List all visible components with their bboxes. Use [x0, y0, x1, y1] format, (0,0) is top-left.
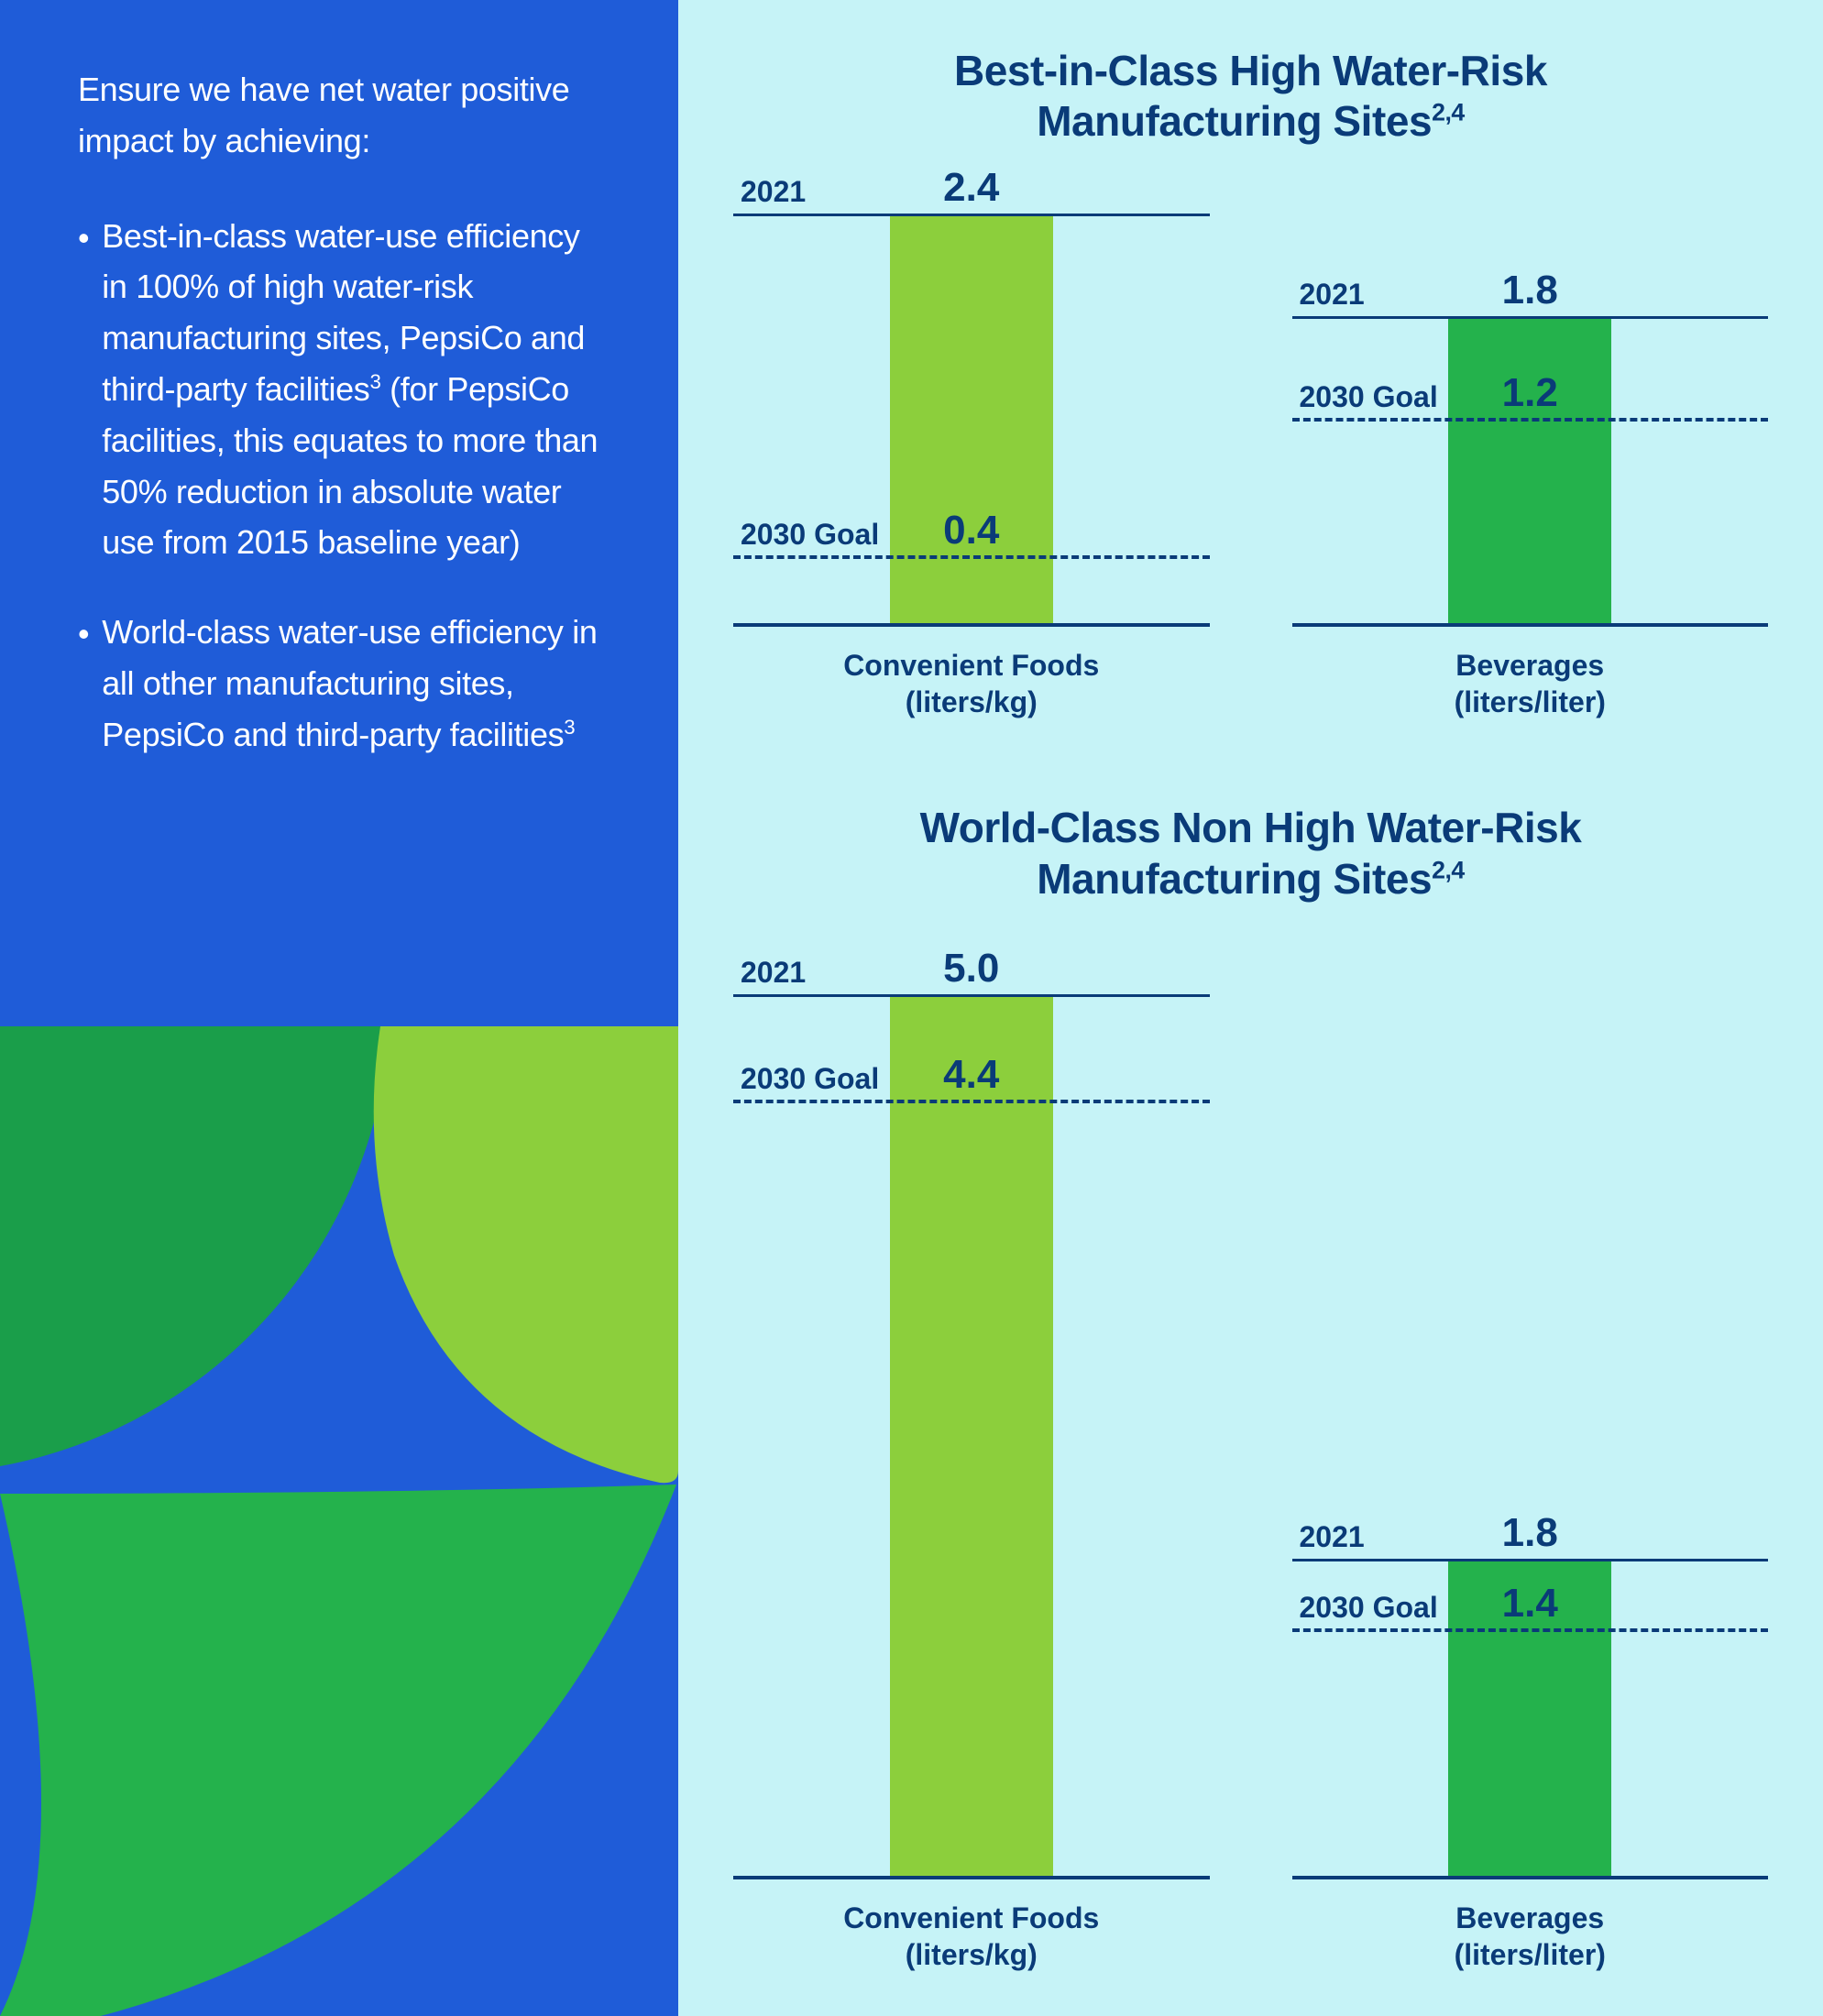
current-value: 1.8 — [1502, 1510, 1558, 1556]
bar-convenient-foods — [890, 216, 1053, 628]
current-year-label: 2021 — [741, 956, 806, 990]
current-value: 2.4 — [943, 165, 999, 211]
section1-title-line2: Manufacturing Sites — [1037, 97, 1432, 145]
goal-year-label: 2030 Goal — [1300, 380, 1438, 414]
section2-title-sup: 2,4 — [1432, 856, 1465, 883]
baseline — [1292, 623, 1769, 627]
goal-year-label: 2030 Goal — [741, 1062, 879, 1096]
axis-label-s2-foods-l1: Convenient Foods — [843, 1901, 1099, 1934]
goal-value: 1.2 — [1502, 370, 1558, 416]
chart-s2-beverages: 2021 1.8 2030 Goal 1.4 Beverages (liters/li… — [1292, 936, 1769, 1973]
axis-label-s1-bev-l2: (liters/liter) — [1455, 685, 1606, 718]
section1-title: Best-in-Class High Water-Risk Manufactur… — [733, 46, 1768, 147]
leaf-pattern-icon — [0, 1026, 678, 2016]
sidebar-bullet-1: • Best-in-class water-use efficiency in … — [78, 211, 600, 569]
goal-value: 4.4 — [943, 1052, 999, 1098]
goal-line — [733, 1100, 1210, 1103]
goal-year-label: 2030 Goal — [741, 518, 879, 552]
current-line — [733, 994, 1210, 997]
axis-label-s1-foods: Convenient Foods (liters/kg) — [733, 647, 1210, 720]
baseline — [733, 623, 1210, 627]
bullet-2-part1: World-class water-use efficiency in all … — [102, 613, 597, 753]
current-year-label: 2021 — [741, 175, 806, 209]
axis-label-s2-foods: Convenient Foods (liters/kg) — [733, 1900, 1210, 1973]
sidebar-bullet-2: • World-class water-use efficiency in al… — [78, 607, 600, 760]
current-line — [1292, 316, 1769, 319]
axis-label-s1-foods-l1: Convenient Foods — [843, 649, 1099, 682]
goal-year-label: 2030 Goal — [1300, 1591, 1438, 1625]
section1-title-sup: 2,4 — [1432, 99, 1465, 126]
current-year-label: 2021 — [1300, 1520, 1365, 1554]
goal-line — [1292, 418, 1769, 422]
section2-title-line1: World-Class Non High Water-Risk — [920, 804, 1582, 851]
chart-s1-beverages: 2021 1.8 2030 Goal 1.2 Beverages (liters/li… — [1292, 178, 1769, 720]
section2-title-line2: Manufacturing Sites — [1037, 855, 1432, 903]
section2-chart-row: 2021 5.0 2030 Goal 4.4 Convenient Foods (li… — [733, 936, 1768, 1973]
goal-value: 1.4 — [1502, 1581, 1558, 1627]
baseline — [1292, 1876, 1769, 1879]
bullet-1-sup: 3 — [369, 370, 380, 393]
chart-s2-foods: 2021 5.0 2030 Goal 4.4 Convenient Foods (li… — [733, 936, 1210, 1973]
bullet-2-text: World-class water-use efficiency in all … — [102, 607, 600, 760]
chart-area-s2-foods: 2021 5.0 2030 Goal 4.4 — [733, 936, 1210, 1879]
chart-s1-foods: 20212.42030 Goal0.4 Convenient Foods (li… — [733, 178, 1210, 720]
main-content: Best-in-Class High Water-Risk Manufactur… — [678, 0, 1823, 2016]
section2-title: World-Class Non High Water-Risk Manufact… — [733, 803, 1768, 904]
current-line — [1292, 1559, 1769, 1561]
axis-label-s1-bev-l1: Beverages — [1455, 649, 1604, 682]
baseline — [733, 1876, 1210, 1879]
goal-line — [1292, 1628, 1769, 1632]
chart-area-s1-foods: 20212.42030 Goal0.4 — [733, 178, 1210, 627]
axis-label-s1-foods-l2: (liters/kg) — [906, 685, 1038, 718]
axis-label-s2-bev-l1: Beverages — [1455, 1901, 1604, 1934]
bullet-dot-icon: • — [78, 608, 89, 760]
axis-label-s2-beverages: Beverages (liters/liter) — [1292, 1900, 1769, 1973]
goal-value: 0.4 — [943, 508, 999, 553]
bullet-2-sup: 3 — [564, 716, 575, 739]
axis-label-s1-beverages: Beverages (liters/liter) — [1292, 647, 1769, 720]
goal-line — [733, 555, 1210, 559]
bullet-dot-icon: • — [78, 213, 89, 569]
axis-label-s2-bev-l2: (liters/liter) — [1455, 1938, 1606, 1971]
current-year-label: 2021 — [1300, 278, 1365, 312]
bullet-1-text: Best-in-class water-use efficiency in 10… — [102, 211, 600, 569]
section1-title-line1: Best-in-Class High Water-Risk — [954, 47, 1547, 94]
axis-label-s2-foods-l2: (liters/kg) — [906, 1938, 1038, 1971]
chart-area-s1-beverages: 2021 1.8 2030 Goal 1.2 — [1292, 178, 1769, 627]
chart-area-s2-beverages: 2021 1.8 2030 Goal 1.4 — [1292, 936, 1769, 1879]
current-value: 5.0 — [943, 946, 999, 992]
current-line — [733, 214, 1210, 216]
section1-chart-row: 20212.42030 Goal0.4 Convenient Foods (li… — [733, 178, 1768, 720]
bar-beverages — [1448, 319, 1611, 628]
sidebar: Ensure we have net water positive impact… — [0, 0, 678, 2016]
current-value: 1.8 — [1502, 268, 1558, 313]
sidebar-intro: Ensure we have net water positive impact… — [78, 64, 600, 167]
bar-convenient-foods — [890, 997, 1053, 1879]
